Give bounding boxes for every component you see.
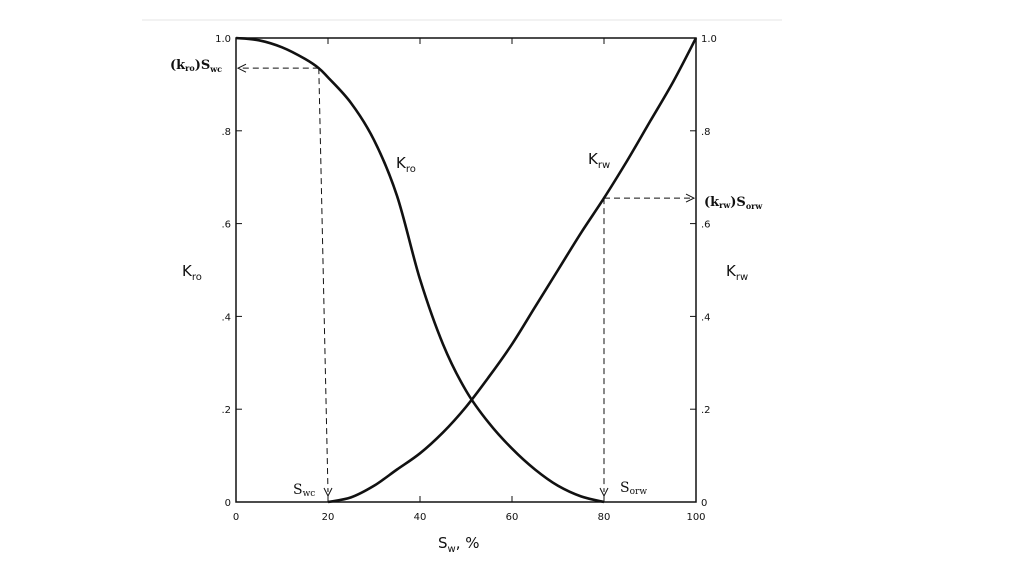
x-tick-label: 80 bbox=[598, 512, 611, 523]
arrow-left-icon bbox=[236, 63, 247, 73]
series-line-kro bbox=[235, 36, 605, 504]
x-axis-ticks: 0 20 40 60 80 100 bbox=[233, 38, 706, 523]
annotation-kro-at-swc: (kro)Swc bbox=[170, 58, 222, 74]
arrow-down-icon bbox=[323, 487, 333, 498]
y-left-tick-label: .4 bbox=[221, 312, 231, 323]
y-left-tick-label: 0 bbox=[225, 498, 231, 509]
y-left-tick-label: .8 bbox=[221, 127, 231, 138]
left-y-axis-ticks: 0 .2 .4 .6 .8 1.0 bbox=[215, 34, 242, 509]
annotation-krw-at-sorw: (krw)Sorw bbox=[704, 195, 763, 211]
plot-frame bbox=[235, 37, 697, 503]
x-tick-label: 100 bbox=[686, 512, 705, 523]
arrow-down-icon bbox=[599, 487, 609, 498]
y-right-tick-label: .8 bbox=[701, 127, 711, 138]
y-right-tick-label: 1.0 bbox=[701, 34, 717, 45]
y-left-tick-label: .2 bbox=[221, 405, 231, 416]
y-right-tick-label: .6 bbox=[701, 220, 711, 231]
y-axis-left-label: Kro bbox=[182, 262, 202, 283]
y-right-tick-label: .2 bbox=[701, 405, 711, 416]
y-left-tick-label: .6 bbox=[221, 220, 231, 231]
series-label-kro: Kro bbox=[396, 154, 416, 175]
y-right-tick-label: 0 bbox=[701, 498, 707, 509]
right-y-axis-ticks: 0 .2 .4 .6 .8 1.0 bbox=[690, 34, 717, 509]
x-tick-label: 60 bbox=[506, 512, 519, 523]
annotation-guide-lines bbox=[236, 63, 696, 498]
y-right-tick-label: .4 bbox=[701, 312, 711, 323]
annotation-swc: Swc bbox=[293, 482, 315, 499]
y-axis-right-label: Krw bbox=[726, 262, 748, 283]
guide-swc-vertical bbox=[318, 68, 329, 493]
series-label-krw: Krw bbox=[588, 150, 610, 171]
arrow-right-icon bbox=[685, 193, 696, 203]
x-tick-label: 40 bbox=[414, 512, 427, 523]
x-tick-label: 20 bbox=[322, 512, 335, 523]
annotation-sorw: Sorw bbox=[620, 480, 647, 497]
series-line-krw bbox=[327, 37, 698, 504]
x-tick-label: 0 bbox=[233, 512, 239, 523]
x-axis-label: Sw, % bbox=[438, 534, 480, 555]
y-left-tick-label: 1.0 bbox=[215, 34, 231, 45]
data-series bbox=[235, 36, 698, 504]
